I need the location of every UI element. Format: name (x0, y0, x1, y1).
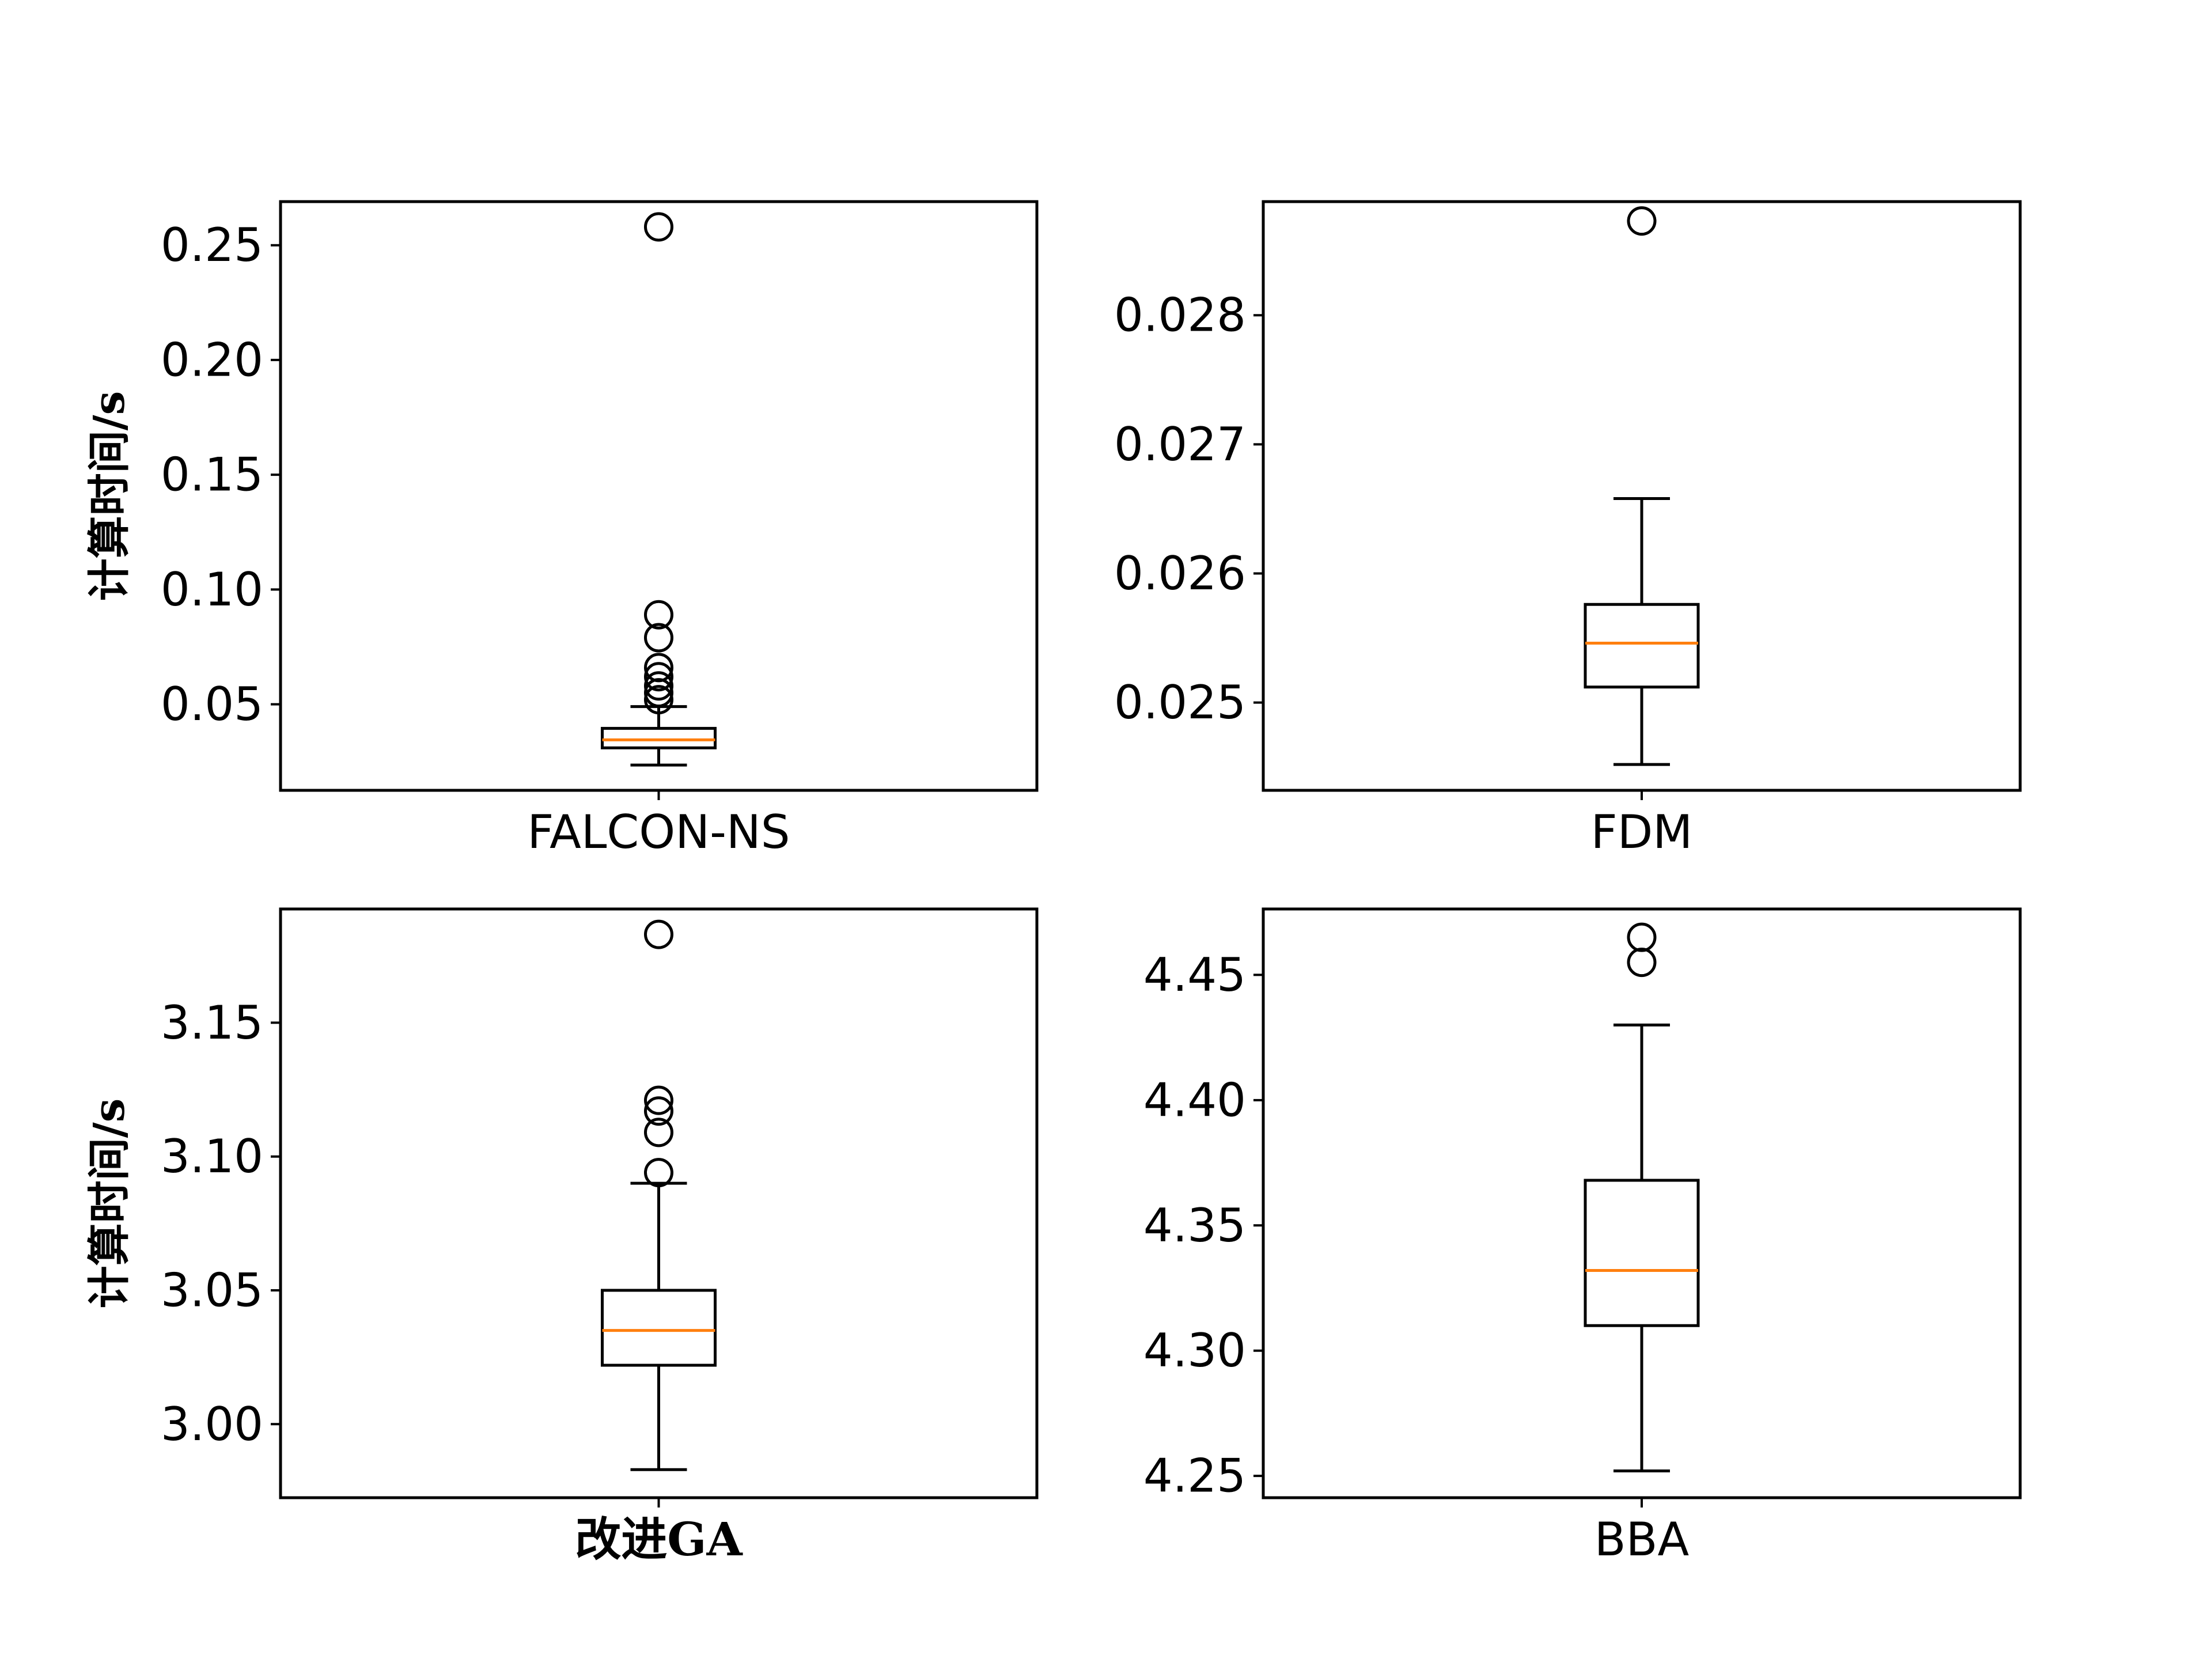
y-tick-label: 0.05 (161, 677, 263, 731)
outlier-point (644, 685, 673, 715)
panel-2: 0.025 0.026 0.027 0.028 FDM (1114, 200, 2022, 859)
category-label: 改进GA (575, 1512, 743, 1566)
outlier-point (1627, 206, 1657, 236)
iqr-box (601, 1289, 717, 1367)
outlier-point (644, 1158, 673, 1188)
y-tick-label: 4.40 (1143, 1073, 1246, 1127)
panel-3: 3.00 3.05 3.10 3.15 改进GA 计算时间/s (85, 907, 1039, 1566)
y-axis-label: 计算时间/s (85, 391, 134, 601)
y-tick-label: 3.10 (161, 1130, 263, 1183)
outlier-point (644, 600, 673, 630)
iqr-box (1584, 1179, 1700, 1327)
y-tick-label: 0.10 (161, 563, 263, 616)
category-label: FALCON-NS (527, 805, 790, 859)
y-tick-label: 0.026 (1114, 547, 1246, 600)
outlier-point (644, 1096, 673, 1126)
y-tick-label: 0.25 (161, 218, 263, 272)
y-tick-label: 0.20 (161, 333, 263, 387)
y-tick-label: 4.45 (1143, 948, 1246, 1002)
y-tick-label: 4.25 (1143, 1449, 1246, 1503)
outlier-point (644, 919, 673, 949)
outlier-point (644, 1118, 673, 1147)
outlier-point (644, 678, 673, 708)
y-tick-label: 3.00 (161, 1397, 263, 1451)
panel-4: 4.25 4.30 4.35 4.40 4.45 BBA (1143, 907, 2022, 1566)
plot-frame (279, 200, 1039, 792)
y-tick-label: 0.027 (1114, 418, 1246, 471)
outlier-point (1627, 922, 1657, 952)
category-label: FDM (1591, 805, 1693, 859)
panel-1: 0.05 0.10 0.15 0.20 0.25 FALCON-NS 计算时间/s (85, 200, 1039, 859)
outlier-point (1627, 948, 1657, 978)
y-tick-label: 0.025 (1114, 676, 1246, 729)
y-tick-label: 3.05 (161, 1263, 263, 1317)
y-axis-label: 计算时间/s (85, 1099, 134, 1309)
outlier-point (644, 662, 673, 692)
y-tick-label: 0.028 (1114, 289, 1246, 342)
iqr-box (601, 726, 717, 749)
category-label: BBA (1594, 1513, 1690, 1566)
y-tick-label: 4.35 (1143, 1199, 1246, 1252)
outlier-point (644, 212, 673, 242)
y-tick-label: 0.15 (161, 448, 263, 502)
y-tick-label: 3.15 (161, 996, 263, 1050)
outlier-point (644, 623, 673, 653)
outlier-point (644, 671, 673, 701)
y-tick-label: 4.30 (1143, 1324, 1246, 1377)
outlier-point (644, 1085, 673, 1115)
iqr-box (1584, 603, 1700, 689)
